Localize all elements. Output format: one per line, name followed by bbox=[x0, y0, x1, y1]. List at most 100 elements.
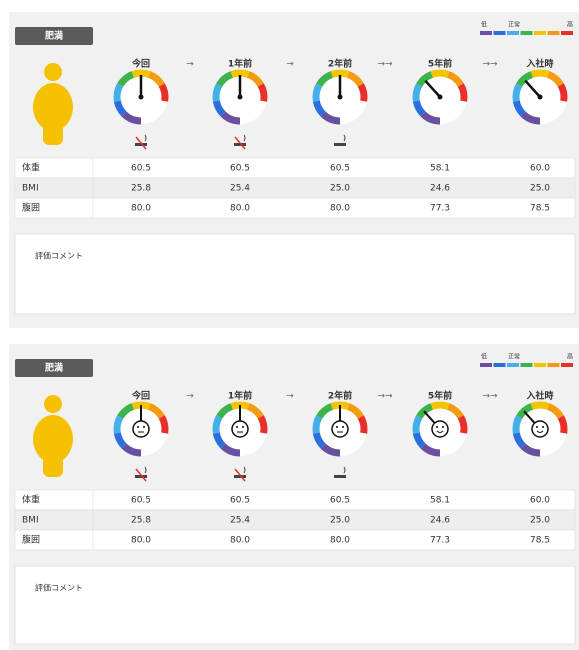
legend-swatch bbox=[494, 31, 506, 35]
tag-text: 肥満 bbox=[45, 30, 63, 42]
legend-label: 高 bbox=[567, 353, 573, 361]
cigarette bbox=[334, 475, 346, 478]
gauge-segment bbox=[133, 73, 149, 74]
comment-label: 評価コメント bbox=[35, 583, 83, 593]
table-cell: 80.0 bbox=[230, 204, 250, 214]
table-cell: 80.0 bbox=[230, 536, 250, 546]
comment-box bbox=[15, 234, 575, 314]
table-cell: 60.5 bbox=[131, 496, 151, 506]
gauge-segment bbox=[432, 405, 448, 406]
gauge-face bbox=[133, 421, 149, 437]
legend-label: 高 bbox=[567, 21, 573, 29]
legend-swatch bbox=[548, 31, 560, 35]
column-header: 5年前 bbox=[428, 58, 452, 70]
table-cell: 77.3 bbox=[430, 204, 450, 214]
comment-box bbox=[15, 566, 575, 644]
row-label: 体重 bbox=[22, 494, 40, 506]
table-cell: 25.4 bbox=[230, 184, 250, 194]
face-eye bbox=[542, 426, 544, 428]
arrow: → bbox=[186, 60, 194, 70]
table-row bbox=[15, 530, 575, 550]
table-cell: 80.0 bbox=[131, 204, 151, 214]
table-cell: 80.0 bbox=[131, 536, 151, 546]
gauge-segment bbox=[532, 405, 548, 406]
column-header: 今回 bbox=[131, 58, 150, 70]
arrow: →→ bbox=[482, 60, 498, 70]
person-head bbox=[44, 395, 62, 413]
gauge-segment bbox=[361, 85, 364, 101]
table-row bbox=[15, 198, 575, 218]
table-cell: 60.5 bbox=[330, 164, 350, 174]
tag-text: 肥満 bbox=[45, 362, 63, 374]
gauge-segment bbox=[261, 85, 264, 101]
gauge-segment bbox=[261, 417, 264, 433]
row-label: BMI bbox=[22, 184, 39, 194]
gauge-face bbox=[432, 421, 448, 437]
table-cell: 25.4 bbox=[230, 516, 250, 526]
person-legs bbox=[43, 449, 63, 477]
gauge-segment bbox=[561, 85, 564, 101]
gauge-segment bbox=[332, 73, 348, 74]
legend-swatch bbox=[480, 31, 492, 35]
table-row bbox=[15, 510, 575, 530]
face-eye bbox=[242, 426, 244, 428]
face-eye bbox=[143, 426, 145, 428]
column-header: 入社時 bbox=[525, 390, 553, 402]
legend-label: 正常 bbox=[508, 353, 520, 361]
gauge-hub bbox=[438, 95, 443, 100]
face-eye bbox=[236, 426, 238, 428]
table-row bbox=[15, 158, 575, 178]
row-label: BMI bbox=[22, 516, 39, 526]
person-legs bbox=[43, 117, 63, 145]
gauge-segment bbox=[216, 85, 219, 101]
arrow: →→ bbox=[377, 392, 393, 402]
gauge-segment bbox=[432, 73, 448, 74]
arrow: →→ bbox=[482, 392, 498, 402]
gauge-hub bbox=[238, 95, 243, 100]
legend-swatch bbox=[507, 363, 519, 367]
legend-label: 低 bbox=[481, 353, 487, 361]
gauge-segment bbox=[316, 85, 319, 101]
row-label: 腹囲 bbox=[22, 202, 40, 214]
column-header: 2年前 bbox=[328, 58, 352, 70]
gauge-face bbox=[332, 421, 348, 437]
gauge-segment bbox=[216, 417, 219, 433]
gauge-face bbox=[532, 421, 548, 437]
arrow: → bbox=[286, 60, 294, 70]
table-cell: 58.1 bbox=[430, 164, 450, 174]
face-eye bbox=[336, 426, 338, 428]
table-cell: 60.5 bbox=[131, 164, 151, 174]
face-eye bbox=[342, 426, 344, 428]
legend-swatch bbox=[548, 363, 560, 367]
table-cell: 58.1 bbox=[430, 496, 450, 506]
gauge-hub bbox=[538, 95, 543, 100]
gauge-segment bbox=[117, 417, 120, 433]
table-cell: 60.0 bbox=[530, 496, 550, 506]
table-row bbox=[15, 178, 575, 198]
gauge-segment bbox=[516, 85, 519, 101]
table-cell: 60.5 bbox=[230, 164, 250, 174]
table-row bbox=[15, 490, 575, 510]
column-header: 1年前 bbox=[228, 58, 252, 70]
table-cell: 25.0 bbox=[330, 516, 350, 526]
table-cell: 25.0 bbox=[530, 184, 550, 194]
gauge-segment bbox=[162, 417, 165, 433]
table-cell: 60.0 bbox=[530, 164, 550, 174]
column-header: 今回 bbox=[131, 390, 150, 402]
table-cell: 77.3 bbox=[430, 536, 450, 546]
legend-label: 正常 bbox=[508, 21, 520, 29]
legend-swatch bbox=[521, 31, 533, 35]
gauge-segment bbox=[461, 85, 464, 101]
table-cell: 80.0 bbox=[330, 536, 350, 546]
face-eye bbox=[536, 426, 538, 428]
table-cell: 60.5 bbox=[230, 496, 250, 506]
legend-swatch bbox=[494, 363, 506, 367]
face-eye bbox=[442, 426, 444, 428]
row-label: 体重 bbox=[22, 162, 40, 174]
gauge-segment bbox=[532, 73, 548, 74]
legend-swatch bbox=[561, 363, 573, 367]
legend-swatch bbox=[521, 363, 533, 367]
table-cell: 24.6 bbox=[430, 516, 450, 526]
gauge-face bbox=[232, 421, 248, 437]
table-cell: 80.0 bbox=[330, 204, 350, 214]
